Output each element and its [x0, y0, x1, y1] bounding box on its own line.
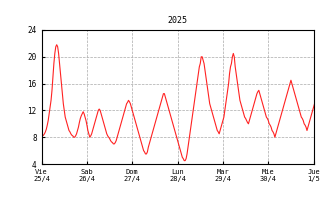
- Text: 2025: 2025: [168, 16, 188, 25]
- Text: Temperatura Exterior (C): Temperatura Exterior (C): [79, 7, 241, 17]
